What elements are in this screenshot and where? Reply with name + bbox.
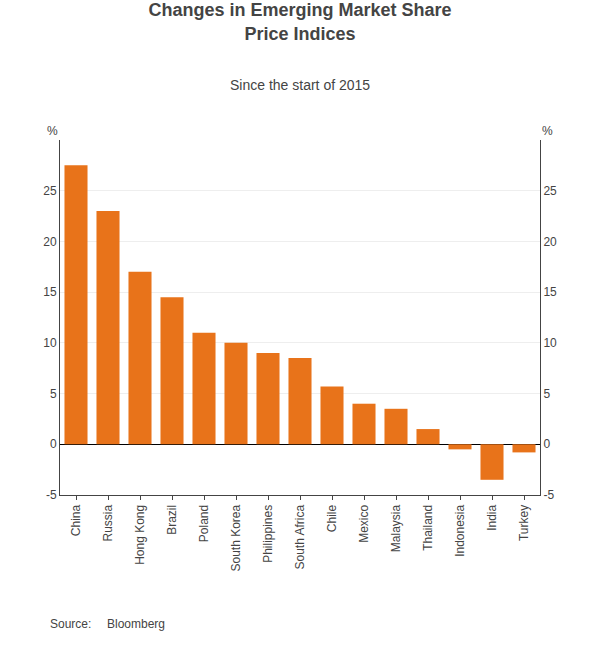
svg-text:10: 10 bbox=[43, 336, 57, 350]
svg-text:Mexico: Mexico bbox=[357, 504, 371, 542]
svg-text:Turkey: Turkey bbox=[517, 505, 531, 541]
svg-text:%: % bbox=[47, 124, 58, 138]
svg-text:Poland: Poland bbox=[197, 505, 211, 542]
svg-text:20: 20 bbox=[543, 235, 557, 249]
svg-text:Philippines: Philippines bbox=[261, 505, 275, 563]
svg-text:South Korea: South Korea bbox=[229, 504, 243, 571]
svg-text:Malaysia: Malaysia bbox=[389, 504, 403, 552]
svg-text:25: 25 bbox=[543, 184, 557, 198]
svg-text:Russia: Russia bbox=[101, 504, 115, 541]
svg-text:Chile: Chile bbox=[325, 504, 339, 532]
svg-text:5: 5 bbox=[50, 387, 57, 401]
svg-text:%: % bbox=[542, 124, 553, 138]
svg-text:20: 20 bbox=[43, 235, 57, 249]
svg-text:Brazil: Brazil bbox=[165, 505, 179, 535]
svg-text:15: 15 bbox=[543, 285, 557, 299]
svg-text:15: 15 bbox=[43, 285, 57, 299]
svg-text:Indonesia: Indonesia bbox=[453, 504, 467, 556]
svg-text:-5: -5 bbox=[46, 488, 57, 502]
svg-text:Hong Kong: Hong Kong bbox=[133, 505, 147, 565]
svg-text:China: China bbox=[69, 504, 83, 536]
svg-text:Since the start of 2015: Since the start of 2015 bbox=[230, 77, 370, 93]
svg-text:0: 0 bbox=[543, 437, 550, 451]
svg-text:0: 0 bbox=[50, 437, 57, 451]
svg-text:Thailand: Thailand bbox=[421, 505, 435, 551]
svg-text:South Africa: South Africa bbox=[293, 504, 307, 569]
svg-text:5: 5 bbox=[543, 387, 550, 401]
svg-text:Bloomberg: Bloomberg bbox=[107, 617, 165, 631]
svg-text:India: India bbox=[485, 504, 499, 530]
svg-text:10: 10 bbox=[543, 336, 557, 350]
svg-text:Source:: Source: bbox=[50, 617, 91, 631]
svg-text:Changes in Emerging Market Sha: Changes in Emerging Market SharePrice In… bbox=[148, 0, 451, 43]
svg-text:-5: -5 bbox=[543, 488, 554, 502]
svg-text:25: 25 bbox=[43, 184, 57, 198]
